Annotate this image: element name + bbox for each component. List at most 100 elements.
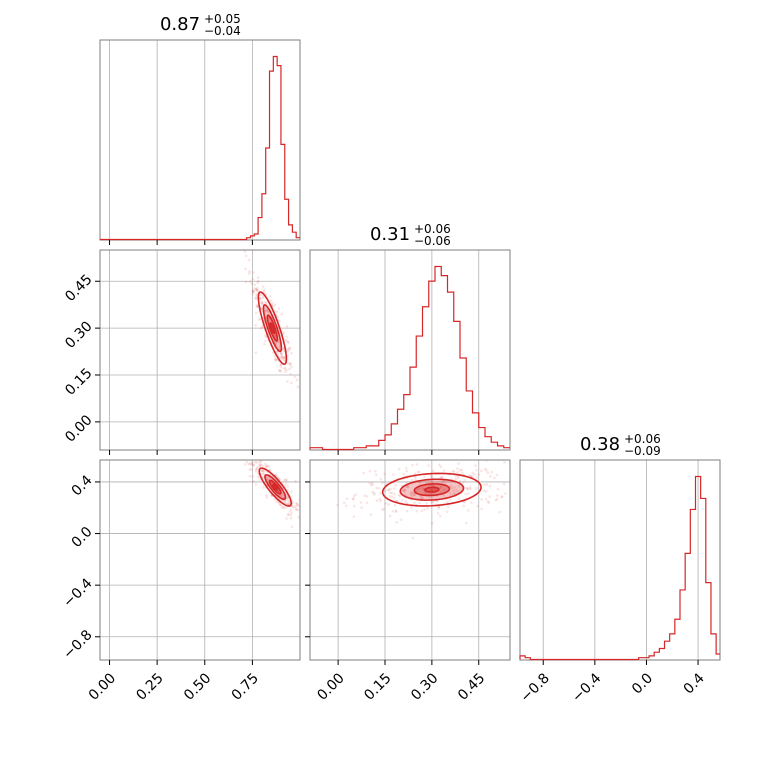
pair-1-2-sample-19 [487,501,491,504]
pair-0-2-ytick-label-2: 0.0 [69,524,96,551]
pair-1-2-sample-190 [430,522,434,525]
pair-0-1-sample-210 [283,356,287,360]
pair-0-1-sample-240 [244,280,248,284]
pair-0-1-sample-105 [282,358,286,362]
pair-0-2-sample-171 [247,462,251,466]
pair-1-2-contour-line-2 [399,478,465,501]
pair-0-2-xtick-label-2: 0.50 [181,670,214,703]
pair-1-2-sample-15 [374,469,377,473]
pair-0-2-sample-122 [245,460,249,464]
pair-0-1-sample-231 [277,307,281,311]
pair-1-2-sample-52 [500,495,503,499]
pair-0-1-sample-253 [289,363,292,367]
pair-0-2-sample-162 [301,513,304,516]
pair-1-2-sample-125 [490,470,494,474]
pair-0-1-sample-251 [290,351,293,355]
pair-1-2-sample-208 [437,505,441,509]
pair-0-1-sample-304 [279,365,283,369]
pair-0-1-sample-189 [244,254,248,258]
pair-1-2-sample-316 [467,492,470,495]
hist-1-title-plus: +0.06 [414,222,451,236]
pair-1-2-sample-274 [452,489,456,493]
pair-1-2-sample-287 [406,501,409,505]
pair-0-2-sample-241 [261,464,264,468]
pair-1-2-sample-224 [445,510,449,514]
hist-2-title-minus: −0.09 [624,444,661,458]
pair-0-2-sample-71 [266,478,270,481]
pair-1-2-sample-172 [410,478,414,482]
pair-0-2-sample-189 [286,501,290,505]
pair-1-2-sample-116 [382,507,385,511]
pair-0-2-sample-87 [283,501,287,505]
pair-1-2-sample-249 [375,486,379,490]
pair-0-2-sample-129 [292,506,295,509]
pair-0-2-contour-line-0 [272,483,279,491]
pair-1-2-sample-269 [488,495,492,498]
pair-0-2-sample-235 [267,476,271,480]
pair-0-2-sample-24 [250,461,254,464]
pair-0-2-sample-132 [265,496,269,499]
pair-1-2-sample-200 [365,501,369,505]
pair-1-2-sample-203 [368,469,372,473]
pair-1-2-sample-107 [410,493,413,497]
pair-1-2-sample-240 [384,502,387,505]
pair-1-2-sample-223 [543,466,546,469]
pair-0-1-sample-222 [281,356,285,360]
pair-1-2-sample-138 [437,506,440,510]
pair-1-2-sample-139 [468,473,472,477]
pair-1-2-sample-278 [426,507,429,510]
pair-1-2-sample-97 [482,489,486,493]
pair-0-1-sample-236 [264,339,267,343]
pair-1-2-sample-99 [457,490,460,493]
pair-0-1-sample-302 [260,325,263,329]
pair-0-2-sample-314 [251,475,255,478]
pair-0-1-sample-52 [266,310,270,313]
pair-0-2-sample-83 [282,506,286,510]
pair-1-2-sample-55 [359,501,363,504]
pair-0-1-sample-300 [273,303,277,306]
pair-1-2-sample-123 [498,510,501,514]
pair-0-1-sample-53 [256,276,260,279]
pair-0-2-sample-188 [243,447,246,450]
pair-1-2-contour-line-3 [381,472,482,507]
pair-0-1-frame [99,249,301,451]
pair-1-2-sample-188 [502,482,506,486]
pair-0-2-ytick-label-1: −0.4 [60,575,95,610]
pair-0-1-sample-145 [258,317,262,321]
pair-1-2-sample-87 [535,497,538,500]
pair-1-2-sample-20 [421,497,425,500]
pair-1-2-sample-263 [460,471,464,475]
pair-0-2-xtick-label-1: 0.25 [133,670,166,703]
pair-1-2-sample-175 [392,473,395,476]
pair-0-2-sample-289 [282,505,285,509]
pair-0-2-sample-90 [278,502,281,505]
pair-1-2-xtick-label-3: 0.45 [455,670,488,703]
pair-0-2-sample-8 [259,460,262,463]
pair-0-1-sample-218 [256,289,259,292]
pair-0-1-sample-238 [288,367,291,371]
pair-0-1-sample-81 [284,367,287,370]
pair-0-1-sample-298 [293,375,297,378]
pair-1-2-sample-179 [375,499,379,502]
pair-1-2-sample-174 [390,491,394,495]
pair-0-2-sample-224 [284,482,288,486]
pair-1-2-sample-106 [345,497,349,501]
pair-1-2-sample-122 [512,460,515,463]
pair-1-2-sample-160 [452,492,455,495]
pair-0-2-sample-12 [287,513,290,517]
pair-0-1-sample-221 [280,312,284,316]
pair-1-2-sample-310 [421,486,425,490]
pair-1-2-sample-229 [500,495,504,498]
pair-1-2-sample-277 [393,497,396,500]
pair-0-1-sample-217 [289,372,292,376]
pair-1-2-sample-226 [430,475,434,479]
pair-0-1-sample-313 [279,363,283,367]
pair-0-1-sample-259 [290,381,293,385]
pair-1-2-xtick-label-1: 0.15 [361,670,394,703]
pair-0-2-sample-253 [294,479,297,483]
pair-0-2-sample-307 [279,494,282,498]
pair-1-2-sample-12 [388,514,392,518]
pair-0-1-sample-281 [264,334,267,337]
pair-1-2-sample-239 [409,506,413,509]
pair-1-2-sample-22 [428,481,431,484]
